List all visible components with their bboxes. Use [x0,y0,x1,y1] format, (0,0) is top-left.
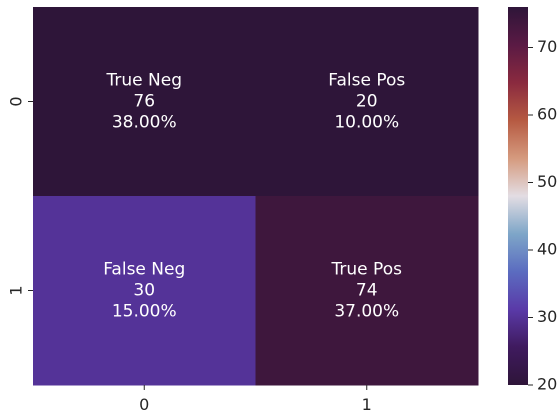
cell-count-label: 76 [133,92,155,112]
cell-count-label: 74 [356,281,378,301]
heatmap-cell-1-1 [255,196,479,386]
cell-name-label: True Neg [106,71,182,91]
colorbar-tick-label: 70 [537,37,557,56]
cell-name-label: False Pos [328,71,405,91]
cell-percent-label: 10.00% [334,113,399,133]
colorbar-tick-label: 50 [537,172,557,191]
cell-percent-label: 38.00% [112,113,177,133]
cell-percent-label: 37.00% [334,302,399,322]
colorbar-tick-label: 60 [537,105,557,124]
colorbar [508,7,528,385]
cell-percent-label: 15.00% [112,302,177,322]
x-tick-label: 0 [139,395,149,414]
cell-count-label: 30 [133,281,155,301]
colorbar-tick-label: 20 [537,375,557,394]
cell-name-label: True Pos [331,260,403,280]
heatmap-cell-0-0 [33,7,256,197]
y-axis-ticks: 01 [7,96,33,296]
cell-count-label: 20 [356,92,378,112]
x-tick-label: 1 [362,395,372,414]
colorbar-gradient [508,7,528,385]
colorbar-ticks: 20 30 40 50 60 70 [528,37,557,394]
y-tick-label: 0 [7,96,26,106]
y-tick-label: 1 [7,285,26,295]
heatmap-cell-1-0 [33,196,256,386]
colorbar-tick-label: 40 [537,240,557,259]
cell-name-label: False Neg [103,260,185,280]
heatmap-cell-0-1 [255,7,479,197]
colorbar-tick-label: 30 [537,307,557,326]
